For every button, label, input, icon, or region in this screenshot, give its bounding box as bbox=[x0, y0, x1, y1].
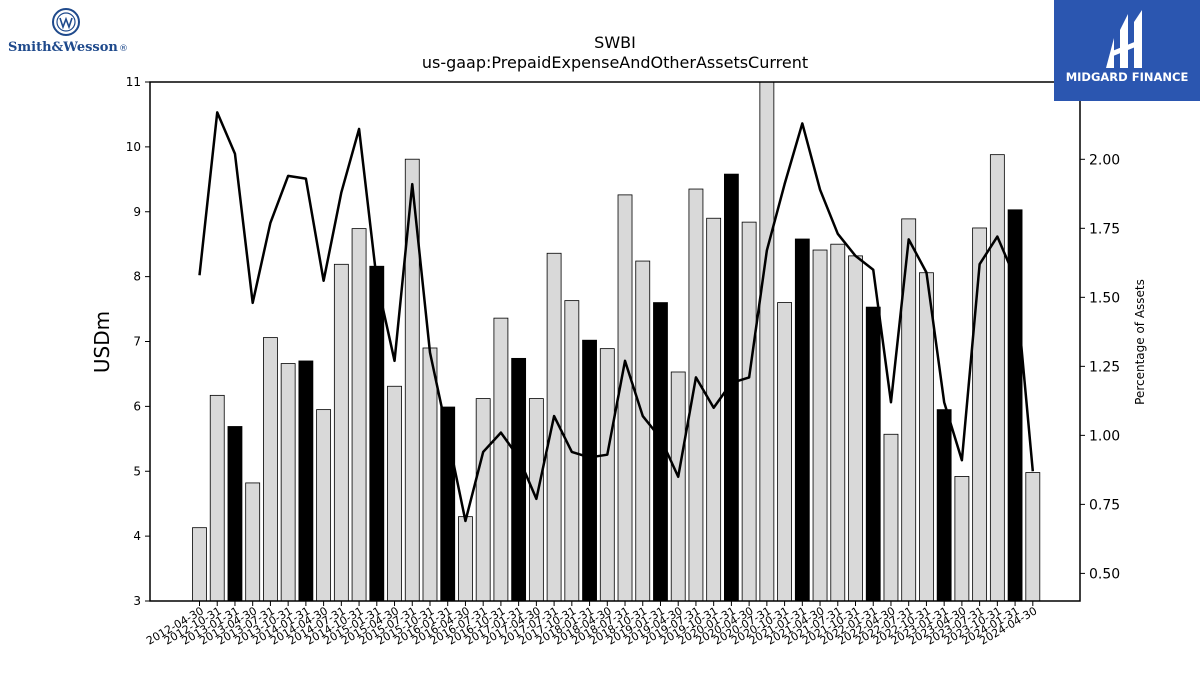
bar bbox=[387, 385, 402, 602]
right-logo-text: MIDGARD FINANCE bbox=[1066, 70, 1189, 84]
chart-subtitle: us-gaap:PrepaidExpenseAndOtherAssetsCurr… bbox=[422, 53, 808, 72]
bar bbox=[617, 194, 633, 602]
bar bbox=[422, 347, 438, 602]
left-logo-suffix: ® bbox=[119, 44, 128, 54]
y2-tick-label: 0.50 bbox=[1089, 566, 1120, 582]
bar bbox=[316, 409, 332, 602]
bar bbox=[830, 243, 846, 602]
bar bbox=[192, 527, 207, 602]
bars-layer bbox=[192, 81, 1041, 602]
smith-wesson-logo: Smith&Wesson ® bbox=[0, 0, 140, 70]
bar bbox=[883, 433, 899, 602]
bar bbox=[458, 516, 473, 602]
bar bbox=[298, 360, 314, 602]
bar bbox=[493, 317, 509, 602]
y2-tick-label: 0.75 bbox=[1089, 497, 1120, 513]
bar bbox=[280, 363, 296, 602]
y-tick-label: 8 bbox=[133, 270, 141, 284]
bar bbox=[688, 188, 704, 602]
y-tick-label: 7 bbox=[133, 335, 141, 349]
bar bbox=[635, 260, 651, 602]
bar bbox=[989, 154, 1005, 602]
y-axis-label: USDm bbox=[90, 311, 114, 373]
y2-tick-label: 1.75 bbox=[1089, 221, 1120, 237]
y2-tick-label: 1.25 bbox=[1089, 359, 1120, 375]
y2-tick-label: 1.00 bbox=[1089, 428, 1120, 444]
chart-title: SWBI bbox=[594, 33, 636, 52]
left-logo-text: Smith&Wesson bbox=[8, 40, 118, 55]
bar bbox=[724, 173, 739, 602]
bar bbox=[972, 227, 988, 602]
bar bbox=[511, 357, 527, 602]
bar bbox=[263, 337, 278, 602]
bar bbox=[777, 302, 792, 602]
bar bbox=[351, 228, 367, 602]
bar bbox=[227, 426, 243, 602]
bar bbox=[599, 348, 615, 602]
y-tick-label: 3 bbox=[133, 594, 141, 608]
y2-tick-label: 1.50 bbox=[1089, 290, 1120, 306]
sw-emblem-icon bbox=[52, 8, 80, 36]
midgard-emblem-icon bbox=[1106, 10, 1142, 68]
bar bbox=[209, 394, 225, 602]
bar bbox=[582, 339, 597, 602]
line-layer bbox=[198, 111, 1035, 523]
bar bbox=[865, 306, 881, 602]
bar bbox=[794, 238, 810, 602]
bar bbox=[670, 371, 686, 602]
y-axis: 3 4 5 6 7 8 9 10 11 bbox=[126, 75, 150, 608]
percentage-line bbox=[198, 111, 1035, 523]
x-axis: 2012-04-302012-10-312013-01-312013-04-30… bbox=[144, 601, 1039, 648]
bar bbox=[812, 249, 828, 602]
y-tick-label: 6 bbox=[133, 399, 141, 413]
bar bbox=[919, 272, 934, 602]
bar bbox=[741, 221, 757, 602]
y-tick-label: 9 bbox=[133, 205, 141, 219]
bar bbox=[1025, 472, 1041, 602]
bar bbox=[936, 409, 952, 602]
y2-tick-label: 2.00 bbox=[1089, 152, 1120, 168]
bar bbox=[848, 255, 863, 602]
bar bbox=[954, 476, 970, 602]
bar bbox=[369, 265, 385, 602]
y-tick-label: 5 bbox=[133, 464, 141, 478]
y-tick-label: 11 bbox=[126, 75, 141, 89]
bar bbox=[706, 217, 722, 602]
bar bbox=[759, 81, 775, 602]
y2-axis-label: Percentage of Assets bbox=[1133, 279, 1147, 405]
bar bbox=[245, 482, 261, 602]
bar bbox=[333, 263, 349, 602]
y2-axis: 0.50 0.75 1.00 1.25 1.50 1.75 2.00 bbox=[1080, 152, 1120, 582]
bar bbox=[475, 398, 491, 602]
y-tick-label: 4 bbox=[133, 529, 141, 543]
y-tick-label: 10 bbox=[126, 140, 141, 154]
midgard-finance-logo: MIDGARD FINANCE bbox=[1054, 0, 1200, 101]
